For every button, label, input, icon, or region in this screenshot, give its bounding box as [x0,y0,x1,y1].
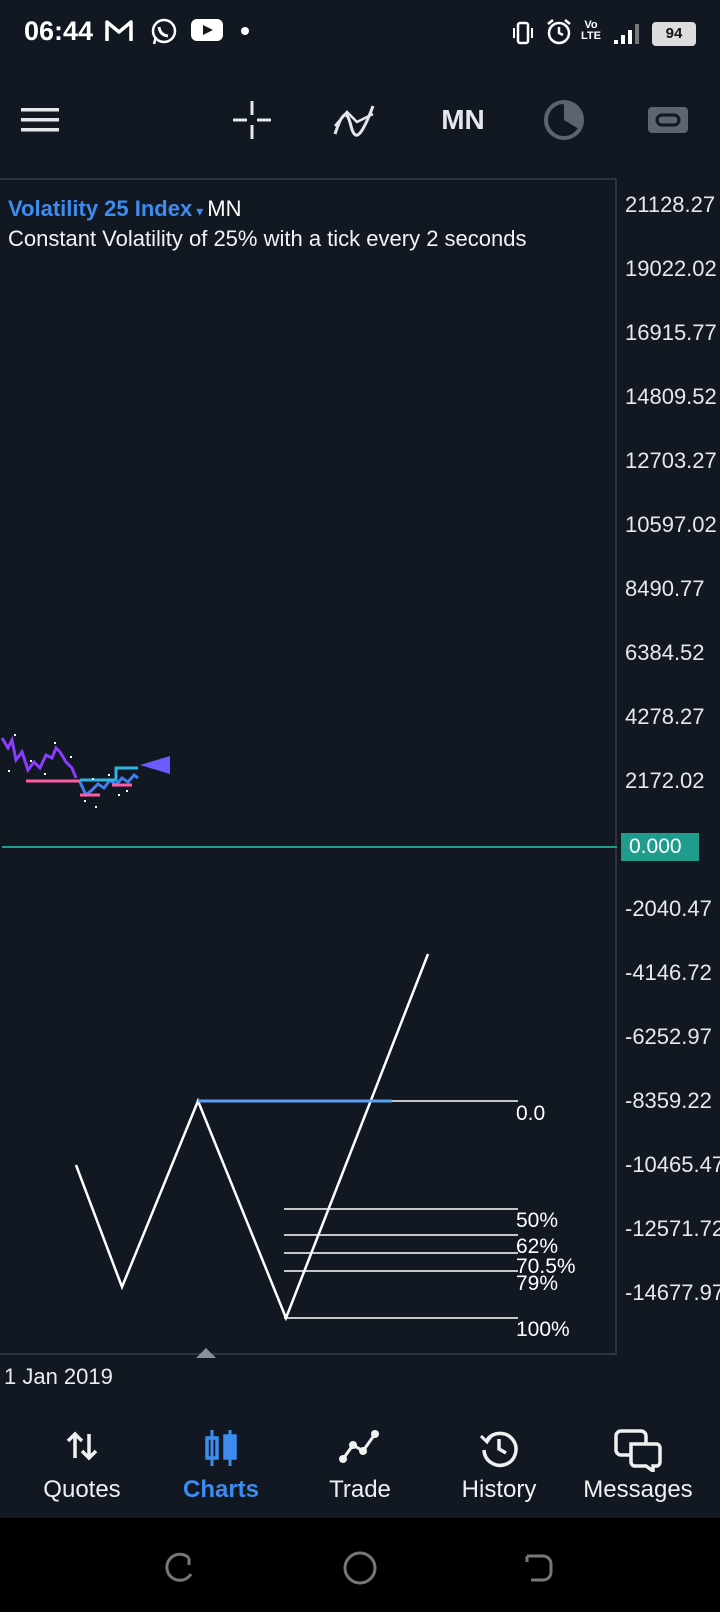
y-axis-label: 4278.27 [625,704,705,729]
objects-icon [648,107,688,133]
fib-level-79: 79% [516,1272,559,1295]
lte-bottom: LTE [581,30,601,42]
home-icon[interactable] [342,1550,378,1586]
y-axis-label: -14677.97 [625,1280,720,1305]
y-axis-label: 21128.27 [625,192,716,217]
battery-icon: 94 [652,22,696,46]
chart-drawings [0,734,518,1322]
history-mode-button[interactable] [541,96,587,144]
y-axis-label: 16915.77 [625,320,717,345]
fib-level-62: 62% [516,1235,559,1258]
y-axis-label: 14809.52 [625,384,717,409]
nav-charts[interactable]: Charts [151,1418,291,1518]
fib-level-100: 100% [516,1318,570,1341]
system-navigation-bar [0,1518,720,1612]
fib-level-50: 50% [516,1209,559,1232]
messages-icon [614,1429,662,1472]
back-icon[interactable] [523,1552,555,1584]
lte-indicator: Vo LTE [581,20,601,42]
current-price-line [2,846,617,848]
bottom-navigation: Quotes Charts Trade History M [0,1418,720,1518]
nav-label-charts: Charts [182,1476,260,1503]
time-axis-handle[interactable] [196,1348,216,1358]
nav-label-trade: Trade [329,1476,391,1503]
fib-level-0: 0.0 [516,1102,546,1125]
youtube-icon [191,19,223,41]
quotes-icon [66,1431,98,1461]
lte-top: Vo [584,19,598,31]
status-bar: 06:44 Vo LTE 94 [0,0,720,66]
symbol-name[interactable]: Volatility 25 Index [8,196,193,221]
indicators-button[interactable] [330,96,380,144]
y-axis-label: -8359.22 [625,1088,712,1113]
price-bars [0,734,139,808]
fib-level-70-5: 70.5% [516,1255,576,1278]
nav-label-quotes: Quotes [43,1476,121,1503]
crosshair-icon [233,101,271,139]
y-axis-label: 10597.02 [625,512,717,537]
time-axis-label: 1 Jan 2019 [4,1364,113,1389]
history-icon [479,1431,518,1468]
fibonacci-retracement[interactable] [198,1099,518,1319]
y-axis-label: 2172.02 [625,768,705,793]
y-axis-label: 19022.02 [625,256,717,281]
zigzag-trendline[interactable] [74,953,430,1322]
nav-messages[interactable]: Messages [568,1418,708,1518]
clock-icon [544,100,584,140]
timeframe-button[interactable]: MN [441,104,485,135]
dot-icon [241,27,249,35]
crosshair-button[interactable] [228,96,276,144]
y-axis-label: -4146.72 [625,960,712,985]
chart-timeframe: MN [207,196,242,221]
menu-button[interactable] [18,96,62,144]
nav-label-messages: Messages [583,1476,693,1503]
gmail-icon [105,20,133,41]
nav-label-history: History [461,1476,537,1503]
trade-icon [339,1430,379,1463]
recents-icon[interactable] [163,1552,195,1584]
symbol-dropdown-icon[interactable]: ▾ [196,203,204,219]
whatsapp-icon [151,18,177,45]
charts-icon [205,1430,237,1466]
nav-trade[interactable]: Trade [290,1418,430,1518]
current-price-marker [140,756,170,774]
y-axis-label: -12571.72 [625,1216,720,1241]
y-axis-label: -6252.97 [625,1024,712,1049]
nav-quotes[interactable]: Quotes [12,1418,152,1518]
y-axis-label: -2040.47 [625,896,712,921]
objects-button[interactable] [646,96,690,144]
chart-title: Volatility 25 Index ▾ MN [8,196,241,222]
nav-history[interactable]: History [429,1418,569,1518]
chart-area[interactable] [0,178,617,1355]
indicators-icon [333,105,375,137]
y-axis-label: 12703.27 [625,448,717,473]
symbol-description: Constant Volatility of 25% with a tick e… [8,226,527,251]
hamburger-menu-icon [21,108,59,132]
signal-icon [614,24,639,44]
y-axis-label: -10465.47 [625,1152,720,1177]
alarm-icon [547,19,571,45]
status-time: 06:44 [24,16,94,46]
y-axis-label: 8490.77 [625,576,705,601]
y-axis-label: 6384.52 [625,640,705,665]
chart-toolbar: MN [0,78,720,162]
vibrate-icon [513,21,533,45]
current-price-badge: 0.000 [621,833,699,861]
